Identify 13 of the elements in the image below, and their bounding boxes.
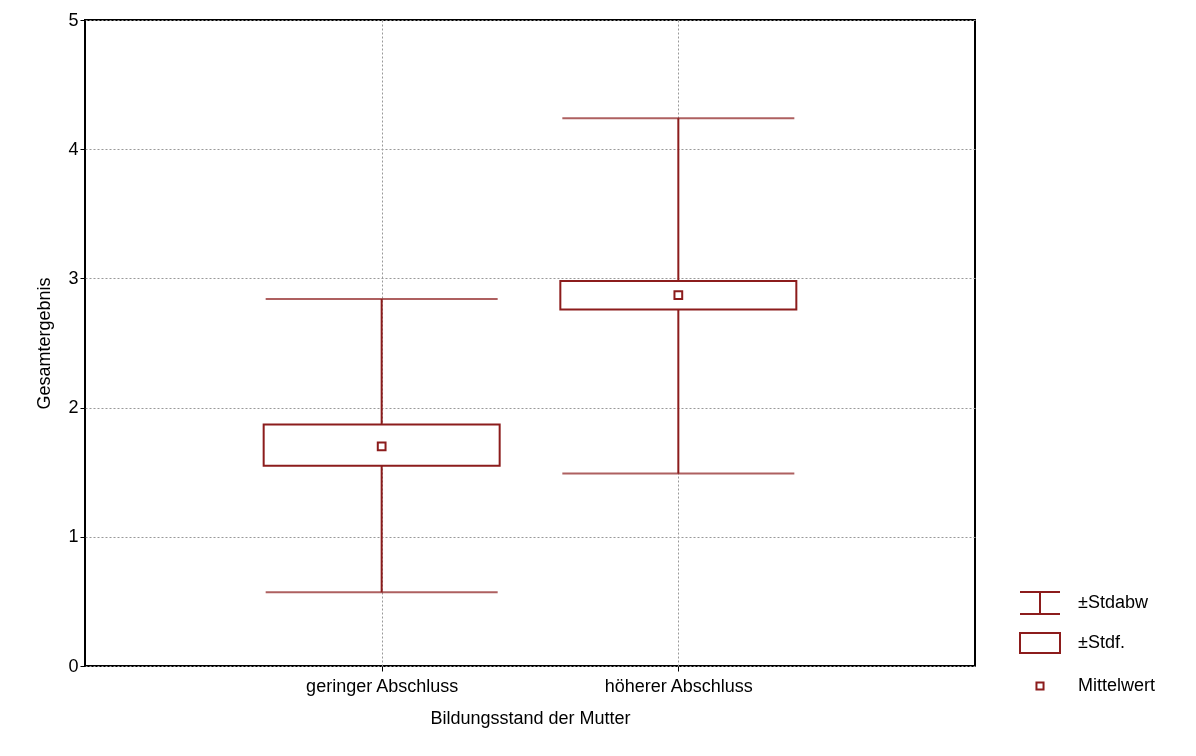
y-tick-label: 4 bbox=[68, 138, 79, 159]
y-axis-title: Gesamtergebnis bbox=[34, 277, 55, 410]
x-tick-label: geringer Abschluss bbox=[306, 675, 459, 696]
y-tick-label: 3 bbox=[68, 267, 79, 288]
y-tick-label: 0 bbox=[68, 655, 79, 676]
x-tick-label: höherer Abschluss bbox=[604, 675, 753, 696]
text: ±Stdabw bbox=[1078, 592, 1149, 612]
y-tick-label: 1 bbox=[68, 526, 79, 547]
y-tick-label: 5 bbox=[68, 9, 79, 30]
text: ±Stdf. bbox=[1078, 632, 1125, 652]
y-tick-label: 2 bbox=[68, 397, 79, 418]
x-axis-title: Bildungsstand der Mutter bbox=[430, 707, 631, 728]
text: Mittelwert bbox=[1078, 675, 1156, 695]
